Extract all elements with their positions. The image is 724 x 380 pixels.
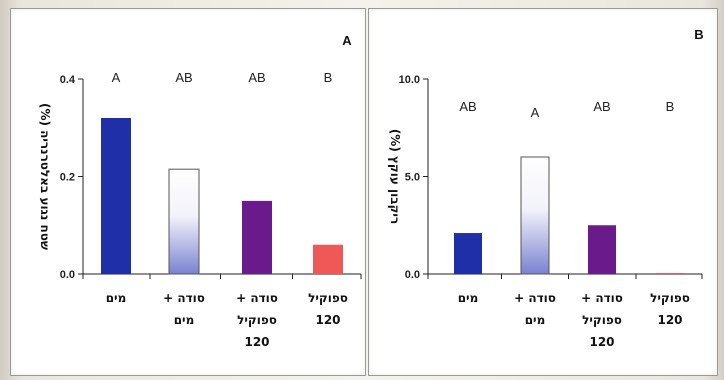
bar [656,273,684,274]
category-label: מים [174,313,195,327]
significance-letter: B [666,99,675,114]
panel-label: B [694,27,703,42]
y-tick-label: 0.4 [60,74,76,86]
chart-b-svg: 0.0 5.0 10.0 ריקבון עוקץ (%) B AB מים A סודה + מי… [388,27,704,349]
category-label: ספוקיל [650,291,690,305]
y-tick-label: 5.0 [405,172,420,184]
category-label: מים [106,291,127,305]
category-label: 120 [657,313,682,327]
bar [168,168,200,275]
significance-letter: AB [248,70,265,85]
category-label: ספוקיל [237,313,277,327]
significance-letter: AB [593,99,610,114]
y-axis-title: שטח נגוע באלטרנריה (%) [38,103,52,250]
bar [101,118,131,274]
chart-panel-a: 0.0 0.2 0.4 שטח נגוע באלטרנריה (%) A A מים AB סו… [10,8,366,376]
significance-letter: A [112,70,121,85]
y-axis-title: ריקבון עוקץ (%) [388,129,402,224]
y-tick-label: 0.0 [405,269,420,281]
bar [454,233,482,274]
category-label: סודה + [514,291,556,305]
category-label: מים [458,291,479,305]
panel-label: A [342,33,352,48]
category-label: 120 [589,335,614,349]
chart-panel-b: 0.0 5.0 10.0 ריקבון עוקץ (%) B AB מים A סודה + מי… [368,8,718,376]
bar [313,244,343,274]
category-label: סודה + [581,291,623,305]
category-label: סודה + [236,291,278,305]
bar [588,225,616,274]
category-label: ספוקיל [308,291,348,305]
significance-letter: AB [459,99,476,114]
category-label: 120 [244,335,269,349]
y-tick-label: 0.0 [60,269,75,281]
category-label: מים [525,313,546,327]
y-tick-label: 0.2 [60,172,75,184]
bar [242,200,272,274]
bar [520,156,550,275]
significance-letter: A [531,105,540,120]
category-label: 120 [315,313,340,327]
chart-a-svg: 0.0 0.2 0.4 שטח נגוע באלטרנריה (%) A A מים AB סו… [38,33,362,349]
y-tick-label: 10.0 [399,74,420,86]
category-label: סודה + [163,291,205,305]
category-label: ספוקיל [582,313,622,327]
significance-letter: AB [175,70,192,85]
significance-letter: B [324,70,333,85]
